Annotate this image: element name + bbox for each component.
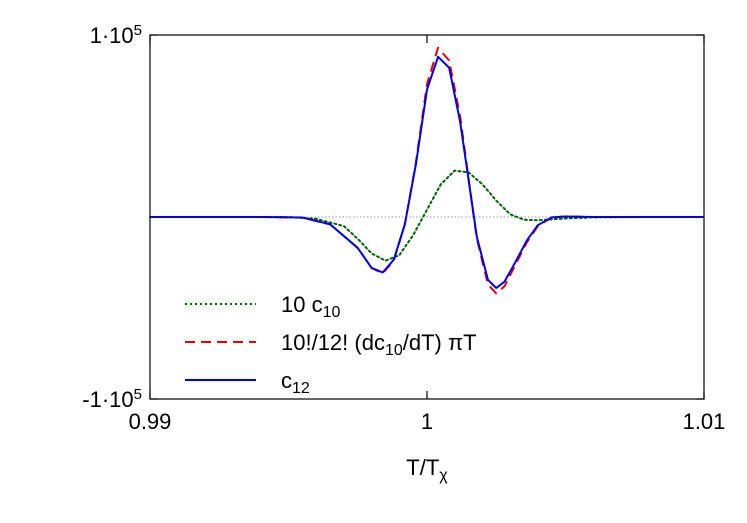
series-line-0 — [149, 169, 705, 262]
x-axis-label: T/Tχ — [406, 455, 448, 484]
x-tick-labels: 0.99 1 1.01 — [129, 409, 726, 434]
legend-label-0: 10 c10 — [281, 292, 340, 321]
x-axis-label-base: T/T — [406, 455, 439, 480]
series-layer — [149, 46, 705, 295]
x-tick-label-2: 1.01 — [683, 409, 726, 434]
y-tick-label-1: -1·105 — [82, 386, 142, 413]
y-tick-labels: 1·105 -1·105 — [82, 22, 142, 413]
series-line-2 — [150, 55, 704, 289]
series-line-1 — [150, 46, 704, 295]
legend-label-1: 10!/12! (dc10/dT) πT — [281, 330, 477, 359]
legend-label-2: c12 — [281, 368, 310, 397]
x-axis-label-subscript: χ — [439, 467, 448, 484]
x-tick-label-1: 1 — [421, 409, 433, 434]
y-tick-label-0: 1·105 — [90, 22, 142, 49]
x-tick-label-0: 0.99 — [129, 409, 172, 434]
plot-frame — [149, 34, 705, 400]
legend: 10 c10 10!/12! (dc10/dT) πT c12 — [185, 292, 477, 397]
